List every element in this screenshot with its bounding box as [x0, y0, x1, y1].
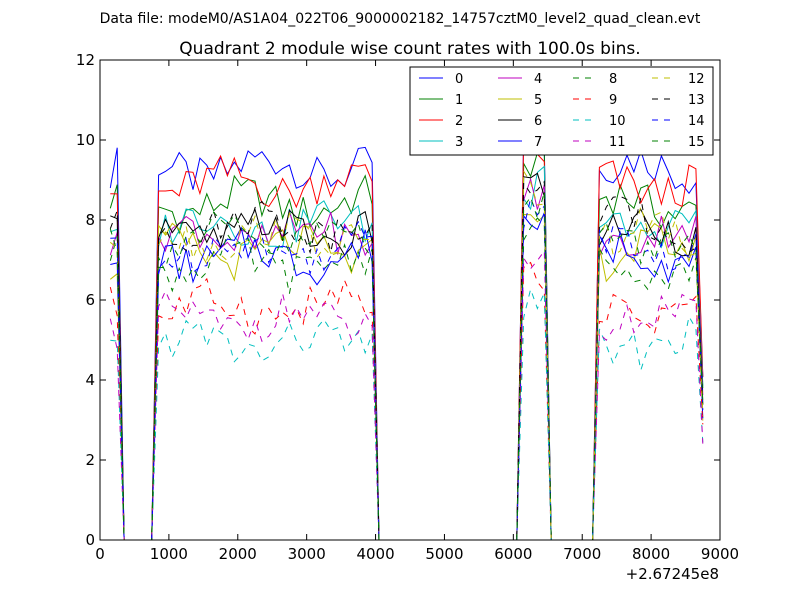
y-tick-label: 8 — [85, 211, 95, 229]
legend-label-12: 12 — [688, 72, 705, 87]
legend-label-0: 0 — [455, 72, 463, 87]
legend-label-4: 4 — [534, 72, 542, 87]
x-tick-label: 3000 — [288, 545, 326, 563]
legend-label-9: 9 — [609, 93, 617, 108]
legend-label-11: 11 — [609, 135, 626, 150]
series-line-15 — [109, 191, 704, 541]
y-tick-label: 4 — [85, 371, 95, 389]
legend-label-13: 13 — [688, 93, 705, 108]
x-tick-label: 9000 — [701, 545, 739, 563]
x-tick-label: 2000 — [219, 545, 257, 563]
legend-label-7: 7 — [534, 135, 542, 150]
legend-label-2: 2 — [455, 114, 463, 129]
x-tick-label: 7000 — [563, 545, 601, 563]
legend-label-8: 8 — [609, 72, 617, 87]
y-tick-label: 6 — [85, 291, 95, 309]
legend-label-1: 1 — [455, 93, 463, 108]
y-tick-label: 2 — [85, 451, 95, 469]
y-tick-label: 10 — [76, 131, 95, 149]
x-tick-label: 5000 — [425, 545, 463, 563]
x-tick-label: 1000 — [150, 545, 188, 563]
figure-suptitle: Data file: modeM0/AS1A04_022T06_90000021… — [100, 11, 701, 27]
legend-label-15: 15 — [688, 135, 705, 150]
x-tick-label: 8000 — [632, 545, 670, 563]
x-tick-label: 0 — [95, 545, 105, 563]
legend-label-14: 14 — [688, 114, 705, 129]
y-tick-label: 0 — [85, 531, 95, 549]
legend-label-5: 5 — [534, 93, 542, 108]
x-tick-label: 6000 — [494, 545, 532, 563]
x-offset-label: +2.67245e8 — [626, 565, 719, 583]
chart-title: Quadrant 2 module wise count rates with … — [179, 39, 640, 59]
x-tick-label: 4000 — [356, 545, 394, 563]
legend-label-10: 10 — [609, 114, 626, 129]
y-tick-label: 12 — [76, 51, 95, 69]
axes-layer: 0 1000 2000 3000 4000 5000 6000 7000 8000 9000 0 2 4… — [76, 51, 739, 563]
legend-frame — [409, 66, 714, 156]
legend-label-6: 6 — [534, 114, 542, 129]
series-line-8 — [109, 217, 704, 541]
legend-label-3: 3 — [455, 135, 463, 150]
